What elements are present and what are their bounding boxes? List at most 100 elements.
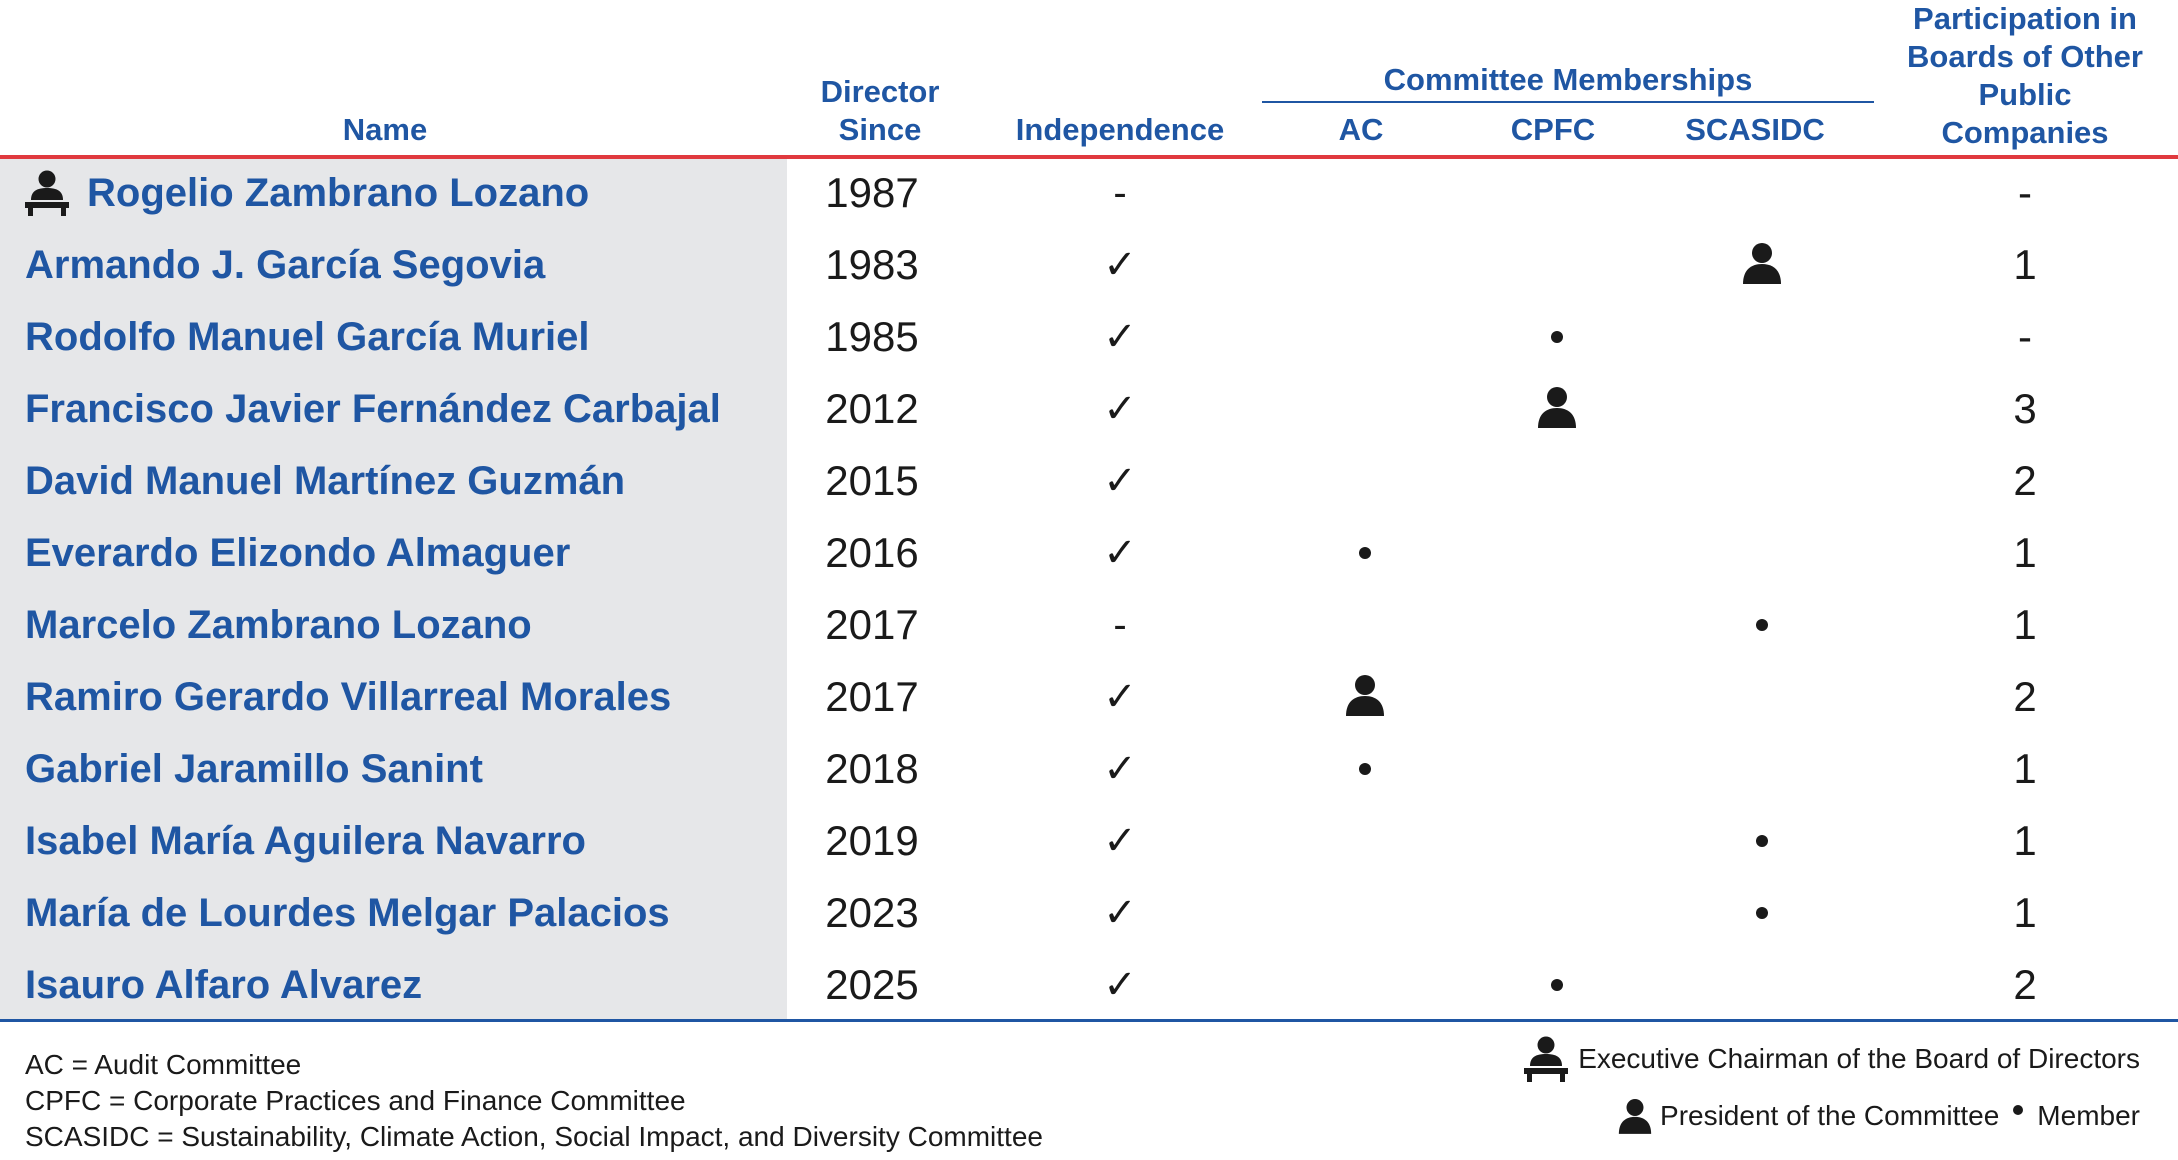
header-rule [0,155,2178,159]
header-director-since-line2: Since [838,112,922,147]
other-boards: 1 [2013,889,2037,936]
director-since: 2025 [825,961,919,1008]
header-cpfc: CPFC [1510,112,1596,147]
independence: ✓ [1103,243,1137,287]
independence: ✓ [1103,387,1137,431]
other-boards: 2 [2013,457,2037,504]
header-name: Name [342,112,428,147]
director-name: Isauro Alfaro Alvarez [25,962,423,1007]
other-boards: 3 [2013,385,2037,432]
scasidc-member [1697,805,1827,877]
person-icon [1618,1098,1652,1134]
table-row: Isabel María Aguilera Navarro 2019 ✓ 1 [0,805,2178,877]
header-participation-line4: Companies [1941,115,2109,150]
header-participation: Participation in Boards of Other Public … [1880,0,2170,152]
person-icon [1537,386,1577,433]
header-scasidc: SCASIDC [1685,112,1825,147]
independence: - [1113,602,1127,647]
member-dot-icon [1756,907,1768,919]
other-boards: 2 [2013,961,2037,1008]
director-since: 2018 [825,745,919,792]
table-row: Gabriel Jaramillo Sanint 2018 ✓ 1 [0,733,2178,805]
director-name: Gabriel Jaramillo Sanint [25,746,483,791]
scasidc-member [1697,589,1827,661]
other-boards: 1 [2013,745,2037,792]
footer-rule [0,1019,2178,1022]
member-dot-icon [1359,763,1371,775]
independence: ✓ [1103,675,1137,719]
member-dot-icon [2013,1105,2024,1115]
header-ac: AC [1338,112,1384,147]
independence: ✓ [1103,459,1137,503]
table-row: Ramiro Gerardo Villarreal Morales 2017 ✓… [0,661,2178,733]
director-since: 1983 [825,241,919,288]
director-name: Armando J. García Segovia [25,242,546,287]
independence: ✓ [1103,819,1137,863]
member-dot-icon [1756,619,1768,631]
independence: ✓ [1103,531,1137,575]
ac-member [1300,733,1430,805]
scasidc-member [1697,877,1827,949]
member-dot-icon [1756,835,1768,847]
header-director-since-line1: Director [820,74,940,109]
header-participation-line2: Boards of Other [1907,39,2143,74]
member-dot-icon [1551,331,1563,343]
chairman-icon [25,170,69,216]
director-since: 1987 [825,169,919,216]
ac-president [1300,661,1430,733]
director-since: 2019 [825,817,919,864]
table-row: Armando J. García Segovia 1983 ✓ 1 [0,229,2178,301]
table-row: Francisco Javier Fernández Carbajal 2012… [0,373,2178,445]
director-since: 2017 [825,673,919,720]
table-row: María de Lourdes Melgar Palacios 2023 ✓ … [0,877,2178,949]
legend-cpfc: CPFC = Corporate Practices and Finance C… [25,1085,686,1116]
director-since: 2023 [825,889,919,936]
director-name: Everardo Elizondo Almaguer [25,530,571,575]
director-name: Rogelio Zambrano Lozano [25,157,589,229]
independence: ✓ [1103,963,1137,1007]
other-boards: 1 [2013,529,2037,576]
director-name: Francisco Javier Fernández Carbajal [25,386,721,431]
header-independence: Independence [1015,112,1225,147]
other-boards: 2 [2013,673,2037,720]
director-since: 2015 [825,457,919,504]
cpfc-member [1492,301,1622,373]
director-name-text: Rogelio Zambrano Lozano [87,170,590,215]
director-name: Ramiro Gerardo Villarreal Morales [25,674,672,719]
legend-roles: President of the Committee Member [1618,1098,2140,1134]
independence: - [1113,170,1127,215]
table-row: David Manuel Martínez Guzmán 2015 ✓ 2 [0,445,2178,517]
table-row: Marcelo Zambrano Lozano 2017 - 1 [0,589,2178,661]
director-since: 2016 [825,529,919,576]
legend-member-text: Member [2037,1100,2140,1131]
director-name: David Manuel Martínez Guzmán [25,458,626,503]
ac-member [1300,517,1430,589]
table-row: Rogelio Zambrano Lozano 1987 - - [0,157,2178,229]
director-since: 2017 [825,601,919,648]
independence: ✓ [1103,315,1137,359]
name-column-background [0,157,787,1021]
independence: ✓ [1103,891,1137,935]
abbreviations-legend: AC = Audit Committee CPFC = Corporate Pr… [25,1047,1043,1155]
director-name: María de Lourdes Melgar Palacios [25,890,670,935]
independence: ✓ [1103,747,1137,791]
other-boards: 1 [2013,601,2037,648]
director-name: Rodolfo Manuel García Muriel [25,314,590,359]
other-boards: - [2018,313,2032,360]
legend-chairman-text: Executive Chairman of the Board of Direc… [1578,1043,2140,1074]
cpfc-member [1492,949,1622,1021]
header-participation-line3: Public [1978,77,2072,112]
header-committee-memberships: Committee Memberships [1383,62,1753,97]
table-row: Isauro Alfaro Alvarez 2025 ✓ 2 [0,949,2178,1021]
table-row: Rodolfo Manuel García Muriel 1985 ✓ - [0,301,2178,373]
header-director-since: Director Since [780,73,980,149]
director-name: Marcelo Zambrano Lozano [25,602,532,647]
header-participation-line1: Participation in [1913,1,2137,36]
person-icon [1742,242,1782,289]
cpfc-president [1492,373,1622,445]
member-dot-icon [1359,547,1371,559]
scasidc-president [1697,229,1827,301]
member-dot-icon [1551,979,1563,991]
legend-scasidc: SCASIDC = Sustainability, Climate Action… [25,1121,1043,1152]
other-boards: 1 [2013,817,2037,864]
